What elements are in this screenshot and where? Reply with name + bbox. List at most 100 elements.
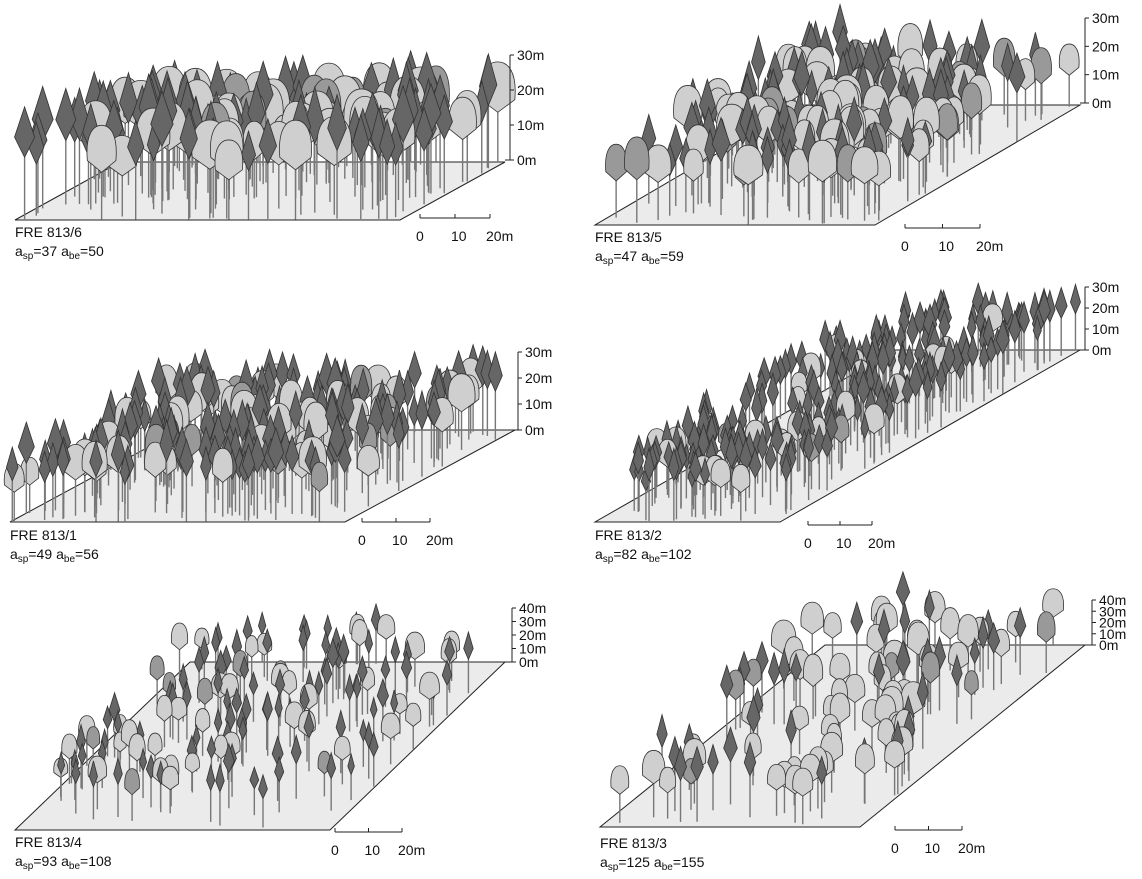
spruce-crown	[258, 612, 265, 634]
age-value: =108	[80, 853, 112, 869]
plot-label: FRE 813/2	[595, 527, 662, 543]
age-symbol: a	[654, 854, 662, 870]
height-tick-label: 30m	[517, 47, 544, 63]
scale-tick-label: 0	[331, 842, 339, 858]
age-symbol: a	[15, 853, 23, 869]
height-tick-label: 0m	[1092, 342, 1111, 358]
age-subscript: be	[649, 554, 661, 565]
age-subscript: sp	[608, 862, 619, 873]
age-subscript: be	[69, 861, 81, 872]
height-tick-label: 0m	[525, 422, 544, 438]
height-tick-label: 20m	[517, 82, 544, 98]
stand-panel: 30m20m10m0m01020mFRE 813/5asp=47abe=59	[595, 5, 1119, 267]
spruce-crown	[391, 637, 400, 663]
scale-tick-label: 0	[358, 532, 366, 548]
beech-crown	[1037, 612, 1055, 643]
age-symbol: a	[10, 546, 18, 562]
stand-panel: 30m20m10m0m01020mFRE 813/1asp=49abe=56	[4, 344, 552, 565]
scale-tick-label: 10	[392, 532, 408, 548]
age-label: asp=82abe=102	[595, 546, 692, 565]
scale-tick-label: 20m	[976, 238, 1003, 254]
height-tick-label: 30m	[525, 344, 552, 360]
height-tick-label: 0m	[517, 152, 536, 168]
scale-tick-label: 10	[836, 535, 852, 551]
age-subscript: be	[69, 251, 81, 262]
beech-crown	[824, 613, 841, 639]
spruce-crown	[1070, 284, 1080, 314]
beech-crown	[449, 97, 477, 139]
height-tick-label: 30m	[1092, 10, 1119, 26]
age-value: =49	[28, 546, 52, 562]
height-tick-label: 10m	[1092, 321, 1119, 337]
spruce-crown	[851, 602, 863, 634]
spruce-crown	[896, 572, 909, 606]
age-subscript: sp	[603, 256, 614, 267]
age-subscript: be	[662, 862, 674, 873]
spruce-crown	[768, 653, 779, 685]
figure: 30m20m10m0m01020mFRE 813/6asp=37abe=5030…	[0, 0, 1142, 874]
scale-tick-label: 0	[891, 840, 899, 856]
plot-label: FRE 813/3	[600, 835, 667, 851]
beech-crown	[606, 144, 627, 181]
age-subscript: sp	[23, 861, 34, 872]
plot-label: FRE 813/5	[595, 229, 662, 245]
scale-tick-label: 10	[939, 238, 955, 254]
height-tick-label: 20m	[1092, 38, 1119, 54]
beech-crown	[611, 766, 629, 795]
scale-tick-label: 20m	[398, 842, 425, 858]
height-tick-label: 30m	[1092, 279, 1119, 295]
age-value: =50	[80, 243, 104, 259]
age-symbol: a	[595, 546, 603, 562]
spruce-crown	[416, 391, 428, 430]
beech-crown	[87, 727, 100, 749]
beech-crown	[378, 615, 395, 640]
scale-tick-label: 10	[365, 842, 381, 858]
age-value: =82	[613, 546, 637, 562]
scale-tick-label: 0	[804, 535, 812, 551]
height-tick-label: 20m	[1092, 300, 1119, 316]
spruce-crown	[464, 632, 474, 660]
height-tick-label: 10m	[1092, 67, 1119, 83]
age-value: =59	[660, 248, 684, 264]
scale-tick-label: 20m	[958, 840, 985, 856]
beech-crown	[1059, 44, 1079, 75]
age-symbol: a	[61, 853, 69, 869]
height-tick-label: 0m	[519, 654, 538, 670]
spruce-crown	[657, 715, 667, 748]
plot-label: FRE 813/6	[15, 224, 82, 240]
scale-tick-label: 10	[925, 840, 941, 856]
height-tick-label: 0m	[1099, 637, 1118, 653]
plot-label: FRE 813/4	[15, 834, 82, 850]
scale-tick-label: 0	[901, 238, 909, 254]
age-subscript: sp	[18, 554, 29, 565]
age-label: asp=47abe=59	[595, 248, 684, 267]
height-tick-label: 10m	[517, 117, 544, 133]
scale-tick-label: 20m	[486, 228, 513, 244]
scale-tick-label: 20m	[426, 532, 453, 548]
age-value: =155	[673, 854, 705, 870]
spruce-crown	[752, 36, 766, 79]
age-value: =37	[33, 243, 57, 259]
scale-tick-label: 10	[451, 228, 467, 244]
age-symbol: a	[15, 243, 23, 259]
age-symbol: a	[56, 546, 64, 562]
spruce-crown	[488, 352, 502, 391]
age-value: =56	[75, 546, 99, 562]
age-symbol: a	[595, 248, 603, 264]
beech-crown	[150, 656, 164, 680]
age-subscript: sp	[603, 554, 614, 565]
scale-tick-label: 0	[416, 228, 424, 244]
age-subscript: be	[64, 554, 76, 565]
stand-panel: 30m20m10m0m01020mFRE 813/2asp=82abe=102	[595, 279, 1119, 565]
age-value: =102	[660, 546, 692, 562]
height-tick-label: 20m	[525, 370, 552, 386]
age-subscript: be	[649, 256, 661, 267]
stand-panel: 30m20m10m0m01020mFRE 813/6asp=37abe=50	[15, 47, 545, 262]
age-value: =47	[613, 248, 637, 264]
age-symbol: a	[641, 546, 649, 562]
scale-tick-label: 20m	[868, 535, 895, 551]
age-subscript: sp	[23, 251, 34, 262]
age-symbol: a	[641, 248, 649, 264]
